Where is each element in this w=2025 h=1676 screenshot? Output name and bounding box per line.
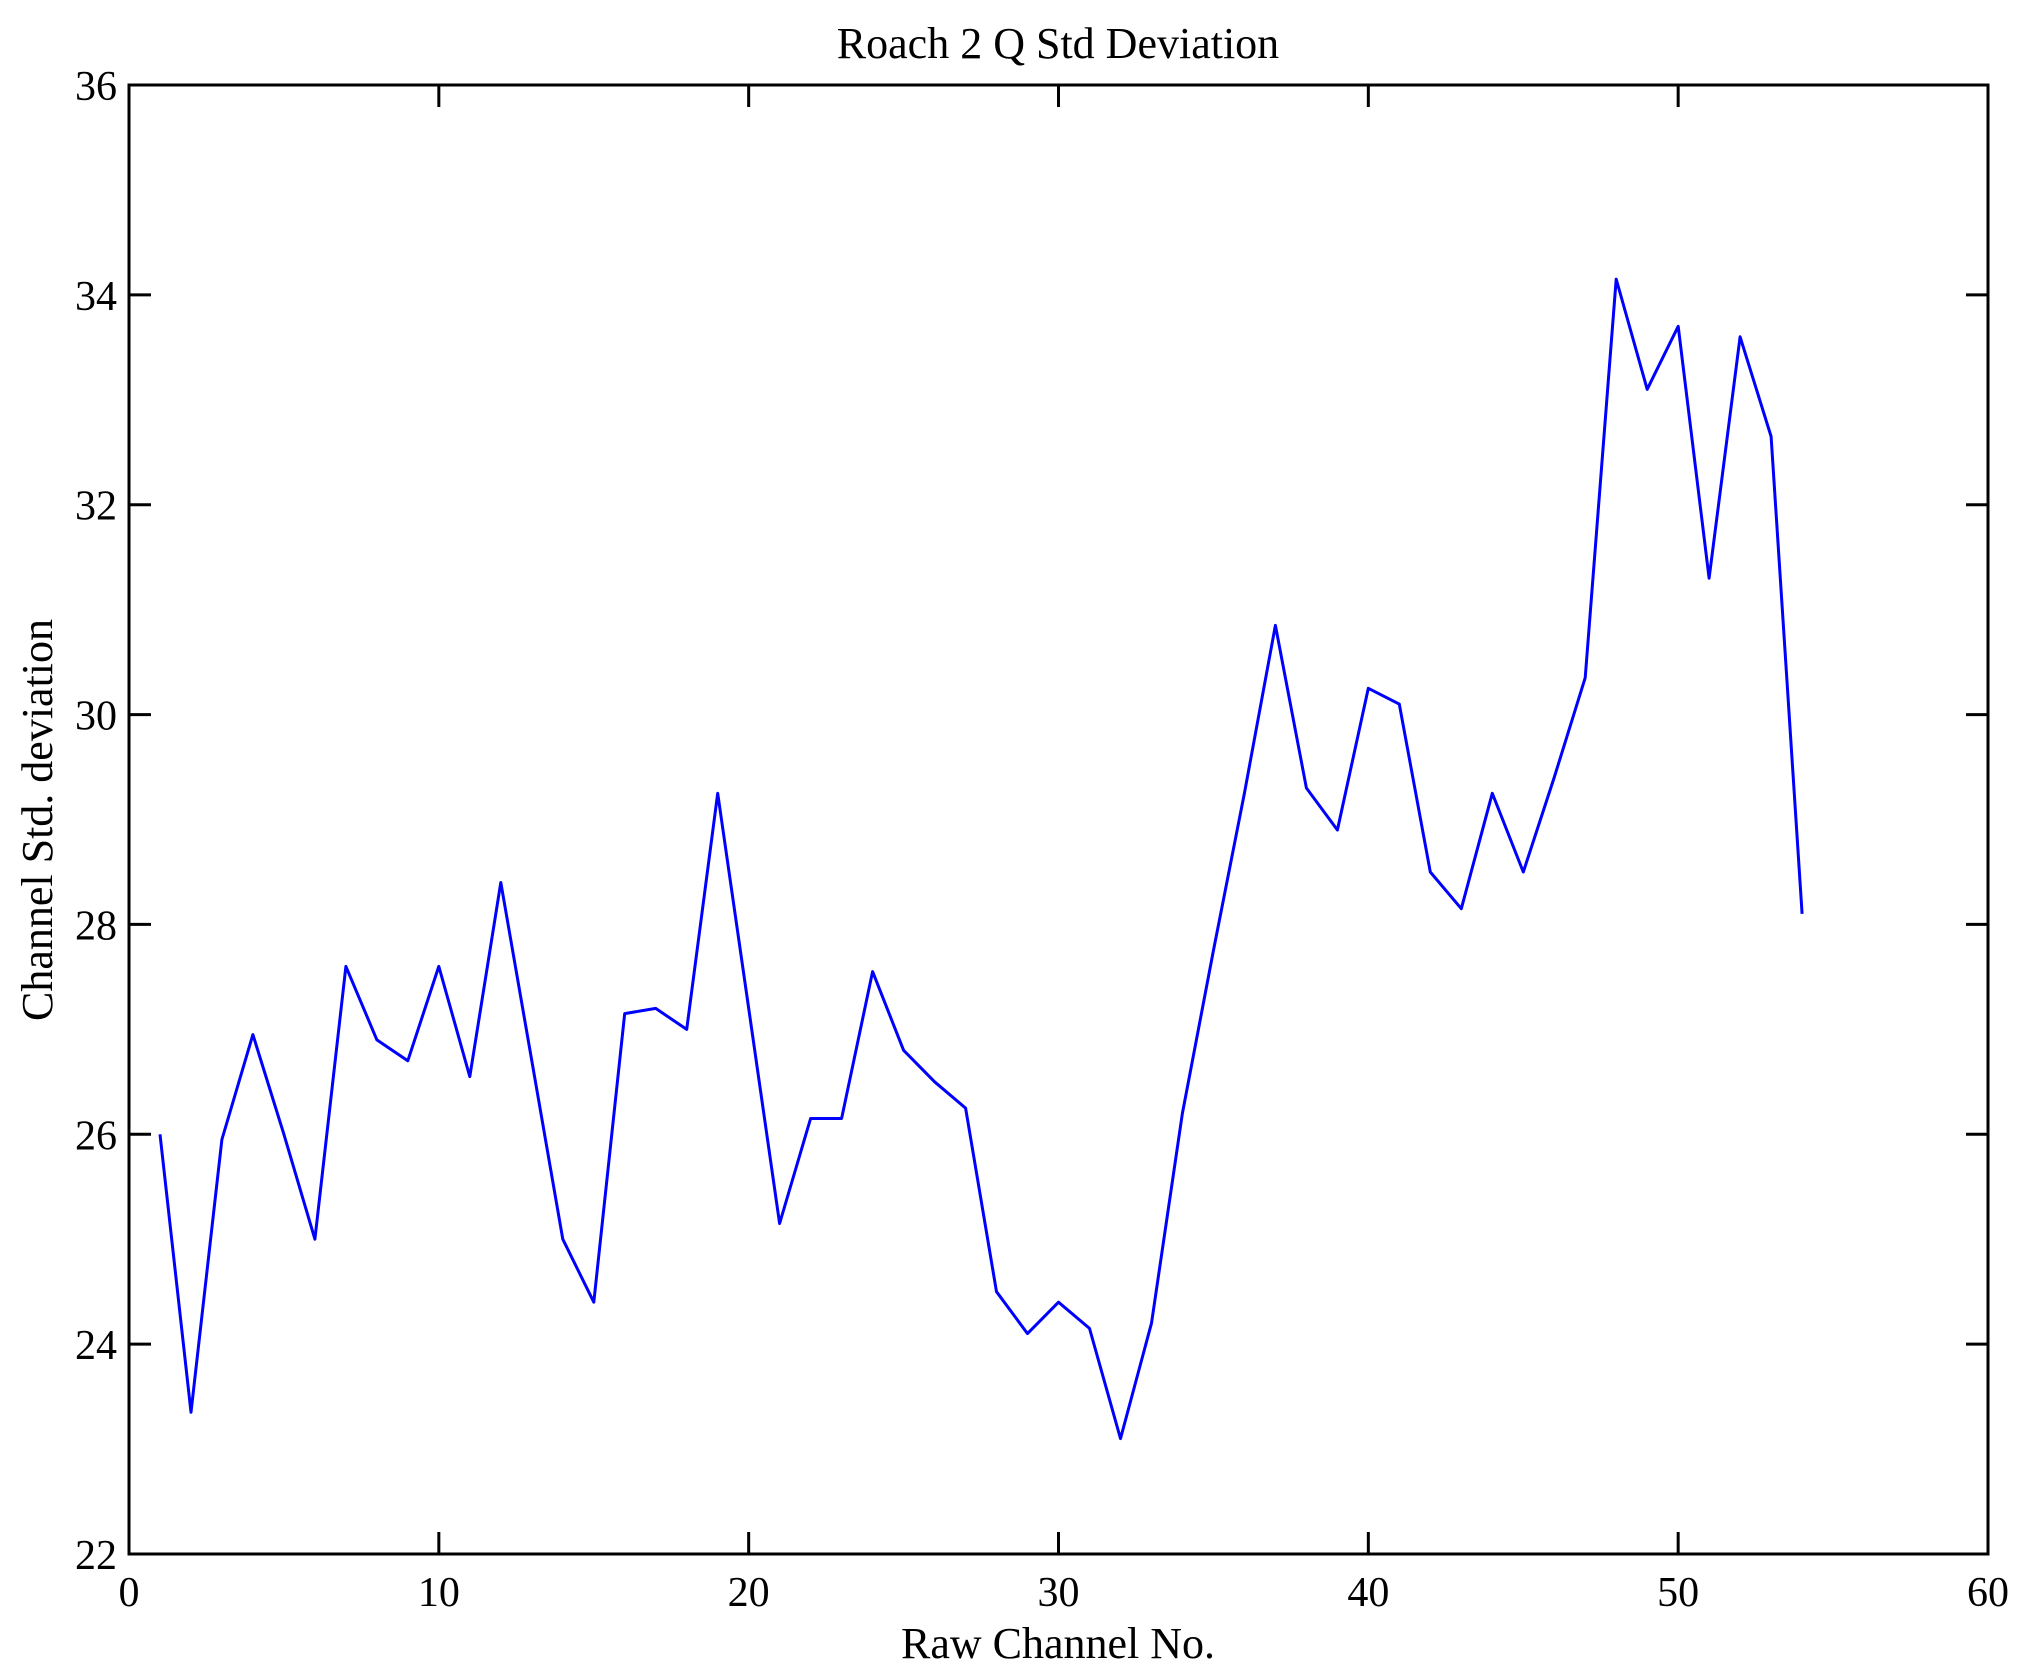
y-tick-label-26: 26: [75, 1113, 117, 1159]
x-axis-label: Raw Channel No.: [901, 1619, 1215, 1668]
tick-labels: 0 10 20 30 40 50 60 22 24 26 28 30 32 34 36: [75, 64, 2009, 1616]
data-series: [158, 277, 1804, 1441]
y-tick-label-36: 36: [75, 64, 117, 110]
x-tick-label-0: 0: [119, 1570, 140, 1616]
plot-box: [127, 83, 1990, 1556]
y-axis-label: Channel Std. deviation: [13, 619, 62, 1021]
x-tick-label-60: 60: [1967, 1570, 2009, 1616]
y-tick-label-28: 28: [75, 903, 117, 949]
y-tick-label-34: 34: [75, 274, 117, 320]
y-tick-label-22: 22: [75, 1533, 117, 1579]
x-tick-label-40: 40: [1347, 1570, 1389, 1616]
axis-ticks: [127, 83, 1990, 1556]
x-tick-label-20: 20: [728, 1570, 770, 1616]
y-tick-label-32: 32: [75, 484, 117, 530]
x-tick-label-10: 10: [418, 1570, 460, 1616]
y-tick-label-24: 24: [75, 1323, 117, 1369]
y-tick-label-30: 30: [75, 694, 117, 740]
x-tick-label-30: 30: [1038, 1570, 1080, 1616]
chart-title: Roach 2 Q Std Deviation: [837, 19, 1279, 68]
data-line-0: [158, 277, 1804, 1441]
x-tick-label-50: 50: [1657, 1570, 1699, 1616]
